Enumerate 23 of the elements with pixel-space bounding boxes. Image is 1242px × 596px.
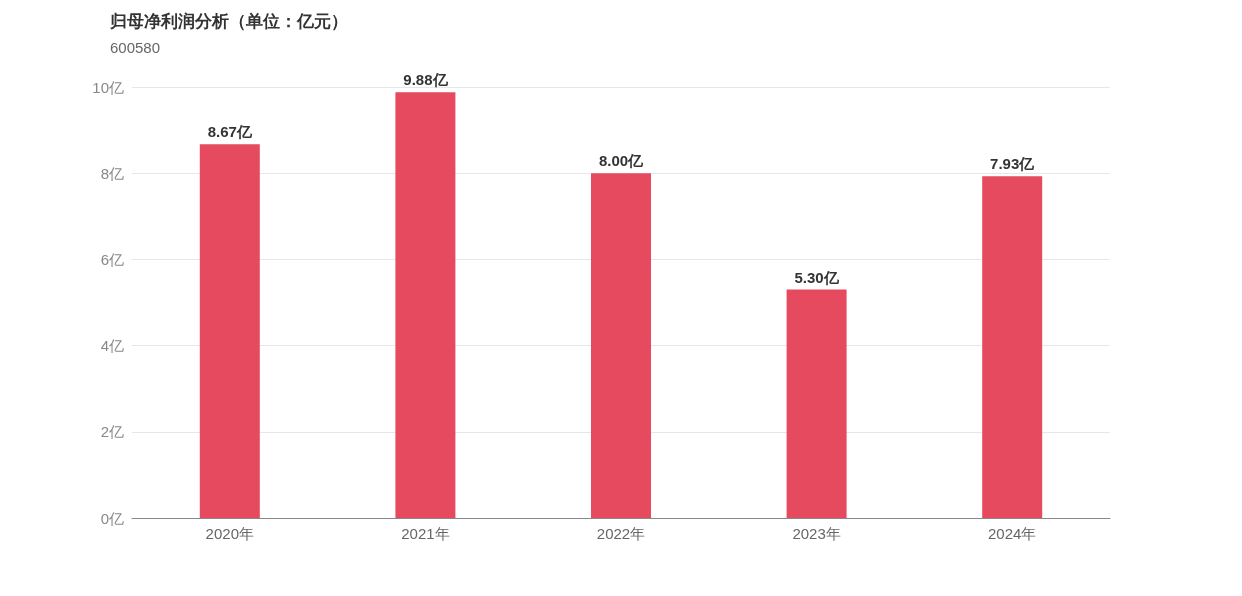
bar xyxy=(395,92,456,518)
y-tick-label: 6亿 xyxy=(100,250,124,268)
data-label: 8.00亿 xyxy=(598,152,645,170)
bar xyxy=(199,144,260,518)
data-label: 7.93亿 xyxy=(990,155,1036,173)
x-tick-label: 2023年 xyxy=(792,525,841,542)
bar xyxy=(982,176,1043,518)
x-tick-label: 2021年 xyxy=(401,525,450,542)
y-tick-label: 8亿 xyxy=(100,164,124,182)
chart-title: 归母净利润分析（单位：亿元） xyxy=(109,12,348,31)
bar xyxy=(591,173,651,518)
chart-subtitle: 600580 xyxy=(110,39,161,56)
y-tick-label: 0亿 xyxy=(100,509,124,527)
x-tick-label: 2020年 xyxy=(205,525,254,542)
data-label: 8.67亿 xyxy=(207,123,253,141)
x-tick-label: 2022年 xyxy=(596,525,646,542)
bar xyxy=(786,289,847,518)
x-tick-label: 2024年 xyxy=(988,525,1037,542)
y-tick-label: 10亿 xyxy=(92,78,124,96)
y-tick-label: 2亿 xyxy=(100,423,124,441)
y-tick-label: 4亿 xyxy=(100,337,124,355)
data-label: 5.30亿 xyxy=(794,268,840,286)
data-label: 9.88亿 xyxy=(403,71,449,89)
